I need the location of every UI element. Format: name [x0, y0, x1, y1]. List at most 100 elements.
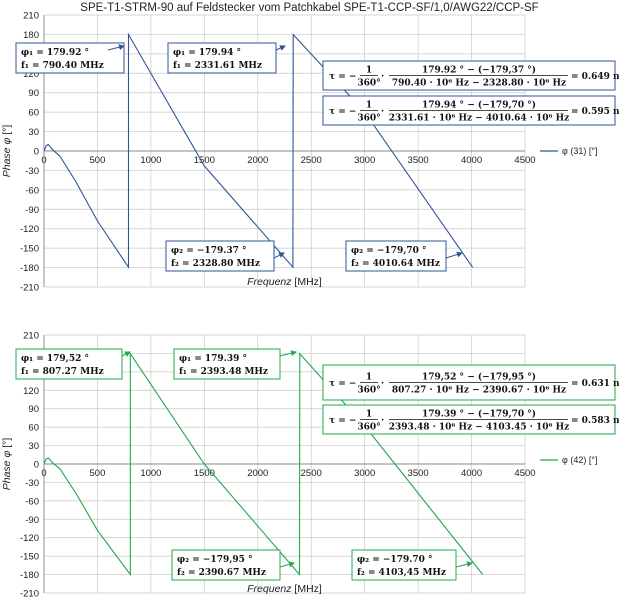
annotation-line: φ₁ = 179.39 ° — [179, 354, 247, 364]
y-tick-label: 30 — [28, 441, 39, 452]
annotation-frame — [171, 549, 281, 581]
x-tick-label: 3000 — [354, 155, 375, 166]
y-tick-label: 90 — [28, 88, 39, 99]
annotation-box: φ₂ = −179.70 ° f₂ = 4103,45 MHz — [351, 549, 473, 581]
x-tick-label: 2500 — [301, 155, 322, 166]
formula-prefix: τ = − — [329, 72, 356, 82]
x-tick-label: 1000 — [140, 155, 161, 166]
formula-result: = 0.583 ns — [571, 416, 619, 426]
x-tick-label: 1500 — [194, 468, 215, 479]
x-tick-label: 1000 — [140, 468, 161, 479]
x-tick-label: 1500 — [194, 155, 215, 166]
y-tick-label: 30 — [28, 127, 39, 138]
annotation-box: φ₂ = −179.37 ° f₂ = 2328.80 MHz — [165, 240, 285, 272]
annotation-frame — [165, 240, 275, 272]
x-tick-label: 2000 — [247, 155, 268, 166]
y-tick-label: 210 — [23, 331, 39, 342]
formula-result: = 0.595 ns — [571, 107, 619, 117]
x-tick-label: 4000 — [461, 468, 482, 479]
x-tick-label: 3500 — [408, 468, 429, 479]
x-tick-label: 3500 — [408, 155, 429, 166]
annotation-line: f₂ = 4103,45 MHz — [357, 568, 446, 578]
y-tick-label: 90 — [28, 404, 39, 415]
y-tick-label: -210 — [20, 283, 39, 294]
x-axis-label: Frequenz [MHz] — [247, 276, 322, 288]
annotation-arrow — [107, 44, 125, 51]
annotation-line: φ₁ = 179,52 ° — [21, 354, 89, 364]
chart-2: 2101801501209060300-30-60-90-120-150-180… — [1, 331, 619, 600]
formula-result: = 0.631 ns — [571, 379, 619, 389]
y-tick-label: -120 — [20, 224, 39, 235]
formula-prefix: τ = − — [329, 379, 356, 389]
formula-dot: · — [381, 107, 384, 117]
y-tick-label: 120 — [23, 69, 39, 80]
formula-numerator: 179.39 ° − (−179,70 °) — [422, 409, 536, 420]
y-tick-label: -30 — [25, 166, 39, 177]
x-tick-label: 500 — [90, 468, 106, 479]
legend-entry: φ (31) [°] — [562, 146, 597, 156]
formula-frac-den: 360° — [357, 386, 380, 396]
formula-box: τ = − 1 360°· 179.92 ° − (−179,37 °) 790.40 … — [322, 60, 619, 91]
annotation-box: φ₁ = 179.94 ° f₁ = 2331.61 MHz — [167, 42, 286, 74]
x-tick-label: 4000 — [461, 155, 482, 166]
annotation-box: φ₂ = −179,70 ° f₂ = 4010.64 MHz — [345, 240, 463, 272]
formula-frac-den: 360° — [357, 114, 380, 124]
annotation-arrow — [445, 251, 463, 259]
formula-result: = 0.649 ns — [571, 72, 619, 82]
x-tick-label: 0 — [41, 468, 46, 479]
formula-prefix: τ = − — [329, 416, 356, 426]
formula-box: τ = − 1 360°· 179.39 ° − (−179,70 °) 2393.48… — [322, 404, 619, 435]
formula-dot: · — [381, 416, 384, 426]
y-tick-label: 60 — [28, 423, 39, 434]
legend-entry: φ (42) [°] — [562, 455, 597, 465]
y-tick-label: -60 — [25, 185, 39, 196]
annotation-arrow — [121, 351, 131, 357]
series-line — [43, 351, 484, 577]
y-tick-label: -210 — [20, 589, 39, 600]
formula-numerator: 179.94 ° − (−179,70 °) — [422, 100, 536, 111]
y-tick-label: 0 — [34, 460, 39, 471]
annotation-box: φ₂ = −179,95 ° f₂ = 2390.67 MHz — [171, 549, 295, 581]
formula-frac-num: 1 — [366, 373, 372, 383]
formula-dot: · — [381, 72, 384, 82]
page-title: SPE-T1-STRM-90 auf Feldstecker vom Patch… — [80, 2, 539, 14]
annotation-line: f₂ = 2328.80 MHz — [171, 259, 260, 269]
formula-frac-den: 360° — [357, 79, 380, 89]
formula-box: τ = − 1 360°· 179.94 ° − (−179,70 °) 2331.61… — [322, 95, 619, 126]
y-tick-label: 0 — [34, 147, 39, 158]
formula-box: τ = − 1 360°· 179,52 ° − (−179,95 °) 807.27 … — [322, 364, 619, 401]
formula-frac-num: 1 — [366, 101, 372, 111]
annotation-line: φ₁ = 179.92 ° — [21, 48, 89, 58]
y-tick-label: 210 — [23, 11, 39, 22]
annotation-line: f₁ = 807.27 MHz — [21, 367, 104, 377]
annotation-arrow — [279, 561, 295, 568]
x-tick-label: 4500 — [514, 468, 535, 479]
y-tick-label: -180 — [20, 263, 39, 274]
y-tick-label: -180 — [20, 570, 39, 581]
y-tick-label: 120 — [23, 386, 39, 397]
formula-denominator: 2393.48 · 10⁶ Hz − 4103.45 · 10⁶ Hz — [389, 423, 569, 433]
formula-dot: · — [381, 379, 384, 389]
annotation-arrow — [455, 561, 473, 568]
y-tick-label: -90 — [25, 515, 39, 526]
annotation-frame — [345, 240, 447, 272]
annotation-arrow — [279, 350, 297, 357]
formula-denominator: 807.27 · 10⁶ Hz − 2390.67 · 10⁶ Hz — [392, 386, 566, 396]
y-tick-label: -120 — [20, 533, 39, 544]
y-tick-label: -150 — [20, 552, 39, 563]
formula-frac-den: 360° — [357, 423, 380, 433]
annotation-box: φ₁ = 179.39 ° f₁ = 2393.48 MHz — [173, 348, 297, 380]
annotation-line: φ₂ = −179,70 ° — [351, 246, 427, 256]
y-tick-label: -150 — [20, 244, 39, 255]
x-tick-label: 3000 — [354, 468, 375, 479]
annotation-line: φ₂ = −179.70 ° — [357, 555, 433, 565]
x-axis-label: Frequenz [MHz] — [247, 583, 322, 595]
annotation-frame — [173, 348, 281, 380]
y-axis-label: Phase φ [°] — [1, 438, 13, 491]
chart-1: 2101801501209060300-30-60-90-120-150-180… — [1, 11, 619, 294]
x-tick-label: 500 — [90, 155, 106, 166]
x-tick-label: 0 — [41, 155, 46, 166]
y-tick-label: -60 — [25, 496, 39, 507]
annotation-line: f₂ = 4010.64 MHz — [351, 259, 440, 269]
annotation-line: f₂ = 2390.67 MHz — [177, 568, 266, 578]
